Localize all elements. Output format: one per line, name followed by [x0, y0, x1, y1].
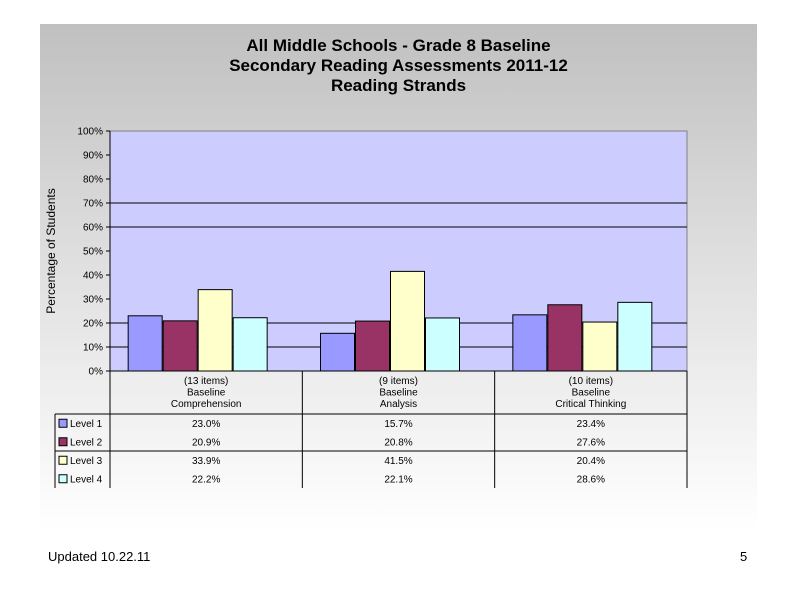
x-category-label: Critical Thinking	[555, 399, 626, 410]
y-tick-label: 70%	[83, 199, 103, 210]
y-tick-label: 80%	[83, 175, 103, 186]
updated-date: Updated 10.22.11	[48, 549, 151, 564]
legend-swatch-level-3	[58, 455, 68, 465]
data-label: 27.6%	[577, 437, 605, 448]
y-tick-label: 10%	[83, 343, 103, 354]
data-label: 41.5%	[384, 456, 412, 467]
data-label: 23.4%	[577, 419, 605, 430]
bar-level-1-cat-1	[127, 315, 163, 372]
legend-label-level-4: Level 4	[70, 474, 103, 485]
y-tick-label: 40%	[83, 271, 103, 282]
bar-level-2-cat-1	[162, 320, 198, 372]
bar-level-4-cat-3	[617, 301, 653, 372]
legend-label-level-3: Level 3	[70, 456, 103, 467]
y-tick-label: 30%	[83, 295, 103, 306]
y-tick-label: 100%	[77, 127, 103, 138]
x-category-label: Baseline	[187, 388, 226, 399]
chart-title-line-3: Reading Strands	[330, 76, 467, 95]
bar-level-4-cat-2	[425, 317, 460, 372]
data-label: 33.9%	[192, 456, 220, 467]
legend-swatch-level-2	[58, 437, 68, 447]
y-tick-label: 60%	[83, 223, 103, 234]
page-number: 5	[740, 549, 748, 564]
data-label: 22.1%	[384, 474, 412, 485]
x-category-label: Baseline	[572, 388, 611, 399]
y-tick-label: 50%	[83, 247, 103, 258]
bar-level-3-cat-1	[197, 289, 233, 372]
data-label: 22.2%	[192, 474, 220, 485]
x-category-label: (10 items)	[569, 376, 613, 387]
chart-title-line-1: All Middle Schools - Grade 8 Baseline	[246, 36, 551, 55]
x-category-label: (9 items)	[379, 376, 418, 387]
data-label: 20.9%	[192, 437, 220, 448]
data-label: 23.0%	[192, 419, 220, 430]
bar-level-4-cat-1	[232, 317, 268, 372]
y-axis-title: Percentage of Students	[44, 188, 58, 313]
legend-swatch-level-4	[58, 474, 68, 484]
data-label: 28.6%	[577, 474, 605, 485]
data-label: 20.4%	[577, 456, 605, 467]
x-category-label: Comprehension	[171, 399, 242, 410]
bar-level-1-cat-2	[320, 332, 355, 372]
bar-level-2-cat-2	[355, 320, 390, 372]
bar-level-2-cat-3	[547, 304, 583, 372]
chart-title-line-2: Secondary Reading Assessments 2011-12	[229, 56, 568, 75]
y-tick-label: 20%	[83, 319, 103, 330]
bar-level-3-cat-2	[390, 270, 425, 372]
x-category-label: Analysis	[380, 399, 417, 410]
legend-label-level-2: Level 2	[70, 437, 103, 448]
bar-level-3-cat-3	[582, 321, 618, 372]
x-category-label: Baseline	[379, 388, 418, 399]
data-label: 15.7%	[384, 419, 412, 430]
legend-swatch-level-1	[58, 418, 68, 428]
x-category-label: (13 items)	[184, 376, 228, 387]
y-tick-label: 90%	[83, 151, 103, 162]
y-tick-label: 0%	[89, 367, 104, 378]
legend-label-level-1: Level 1	[70, 419, 103, 430]
bar-level-1-cat-3	[512, 314, 548, 372]
data-label: 20.8%	[384, 437, 412, 448]
